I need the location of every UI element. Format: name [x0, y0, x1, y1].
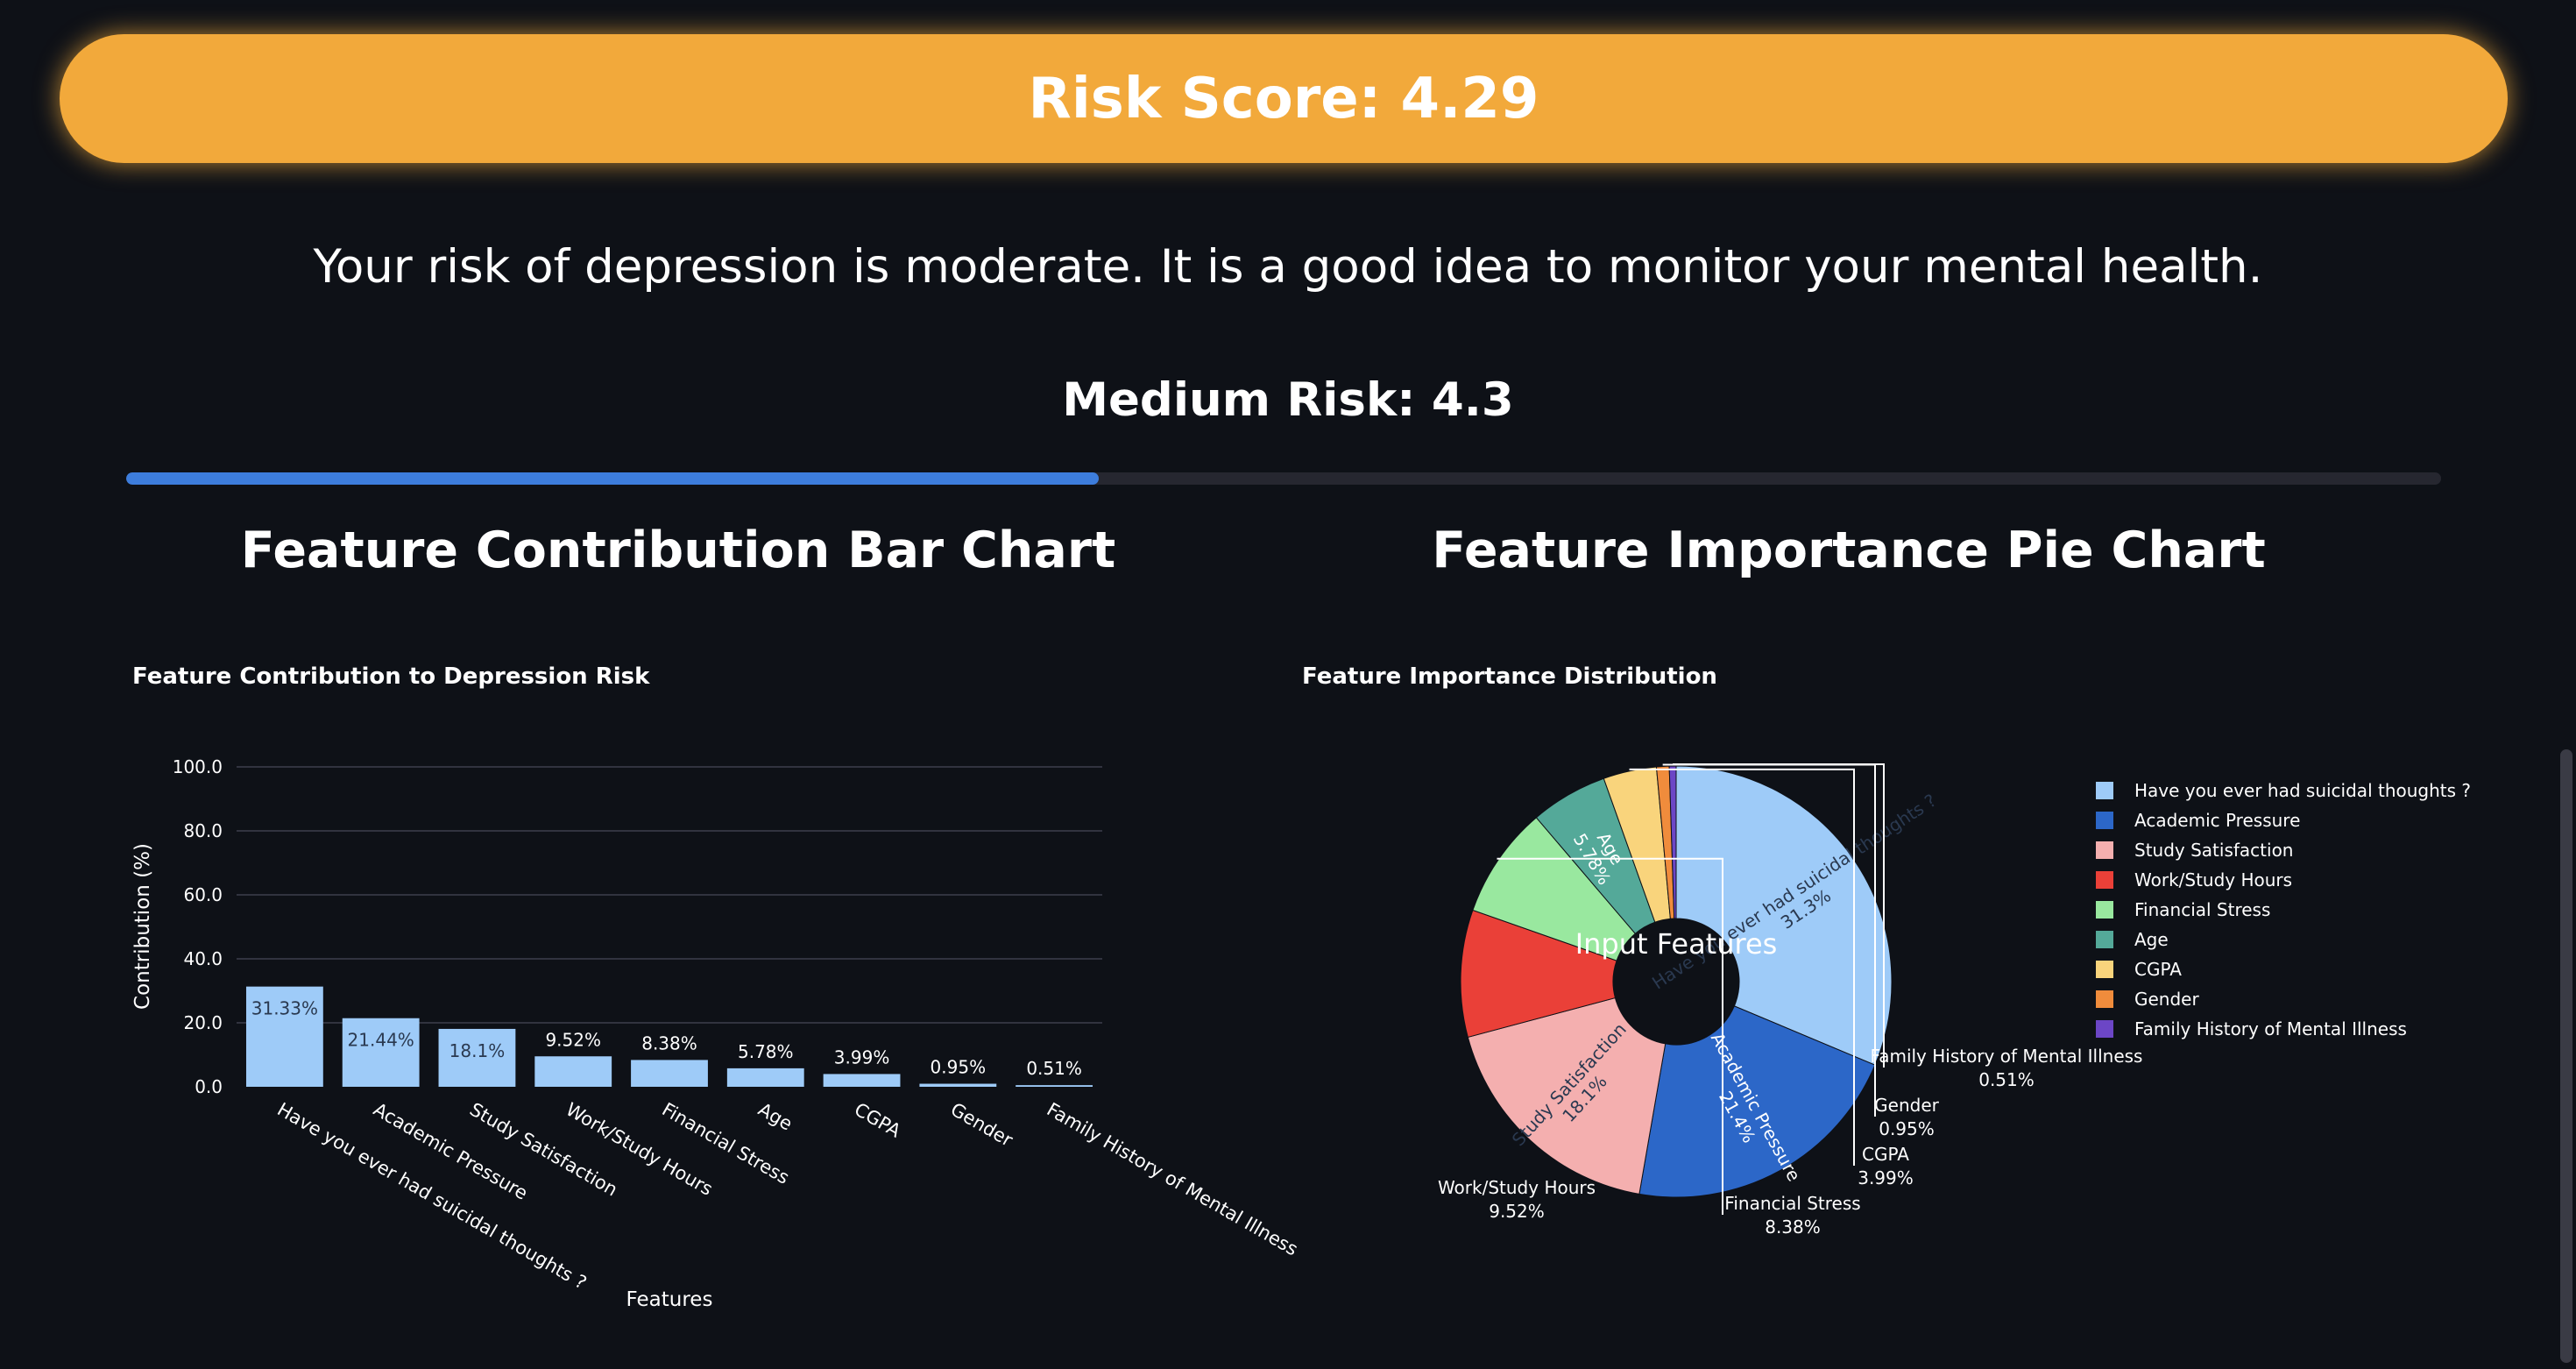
pie-outside-name-label: CGPA: [1862, 1144, 1909, 1165]
pie-slice-2: [1467, 997, 1667, 1195]
pie-legend-swatch-8: [2096, 1020, 2113, 1038]
bar-y-tick-label: 0.0: [195, 1076, 223, 1097]
bar-6: [823, 1074, 901, 1087]
pie-legend-swatch-4: [2096, 901, 2113, 919]
pie-outside-pct-label: 9.52%: [1489, 1201, 1545, 1222]
bar-data-label: 3.99%: [834, 1046, 890, 1068]
pie-chart-title: Feature Importance Distribution: [1302, 663, 1717, 690]
pie-legend-label: Study Satisfaction: [2134, 840, 2293, 861]
risk-progress-fill: [126, 472, 1099, 485]
pie-outside-name-label: Work/Study Hours: [1438, 1177, 1596, 1198]
pie-legend-label: Gender: [2134, 989, 2199, 1010]
pie-center-label: Input Features: [1575, 927, 1778, 961]
pie-legend-label: Work/Study Hours: [2134, 869, 2292, 890]
pie-legend-label: Academic Pressure: [2134, 810, 2300, 831]
bar-x-axis-label: Features: [626, 1288, 713, 1311]
pie-outside-name-label: Family History of Mental Illness: [1871, 1046, 2143, 1067]
bar-y-axis-label: Contribution (%): [131, 843, 154, 1010]
pie-outside-pct-label: 0.95%: [1879, 1118, 1935, 1139]
bar-data-label: 9.52%: [545, 1029, 601, 1050]
pie-legend-swatch-1: [2096, 812, 2113, 829]
pie-legend-label: Age: [2134, 929, 2169, 950]
pie-legend-swatch-2: [2096, 841, 2113, 859]
pie-chart-section-title: Feature Importance Pie Chart: [1432, 521, 2266, 579]
risk-level-label: Medium Risk: 4.3: [1062, 373, 1514, 427]
bar-data-label: 18.1%: [449, 1040, 506, 1061]
pie-legend-swatch-6: [2096, 961, 2113, 978]
page-scrollbar[interactable]: [2560, 749, 2572, 1363]
bar-data-label: 21.44%: [348, 1030, 414, 1051]
bar-data-label: 31.33%: [251, 998, 318, 1019]
bar-chart-section-title: Feature Contribution Bar Chart: [240, 521, 1116, 579]
bar-1: [342, 1018, 420, 1087]
pie-slice-3: [1460, 909, 1617, 1039]
pie-outside-name-label: Gender: [1874, 1095, 1939, 1116]
bar-y-tick-label: 20.0: [183, 1012, 223, 1033]
pie-legend-label: Have you ever had suicidal thoughts ?: [2134, 780, 2471, 801]
bar-y-tick-label: 40.0: [183, 948, 223, 969]
risk-score-text: Risk Score: 4.29: [1028, 66, 1539, 131]
pie-legend-swatch-7: [2096, 990, 2113, 1008]
pie-legend-label: Family History of Mental Illness: [2134, 1018, 2407, 1039]
bar-3: [534, 1056, 612, 1087]
risk-message: Your risk of depression is moderate. It …: [313, 240, 2263, 294]
risk-score-banner: Risk Score: 4.29: [60, 34, 2508, 163]
bar-y-tick-label: 60.0: [183, 884, 223, 905]
pie-outside-pct-label: 8.38%: [1765, 1216, 1821, 1238]
pie-leader-line: [1673, 763, 1885, 1068]
bar-2: [438, 1028, 516, 1087]
bar-4: [631, 1060, 708, 1087]
pie-leader-line: [1629, 768, 1855, 1166]
pie-legend-swatch-0: [2096, 782, 2113, 799]
bar-data-label: 5.78%: [738, 1041, 794, 1062]
pie-legend-label: CGPA: [2134, 959, 2182, 980]
pie-outside-name-label: Financial Stress: [1724, 1193, 1860, 1214]
bar-chart-title: Feature Contribution to Depression Risk: [132, 663, 650, 690]
pie-slice-8: [1668, 765, 1677, 919]
bar-7: [919, 1083, 997, 1087]
pie-slice-1: [1638, 1005, 1876, 1198]
pie-legend-swatch-5: [2096, 931, 2113, 948]
bar-data-label: 0.95%: [931, 1057, 987, 1078]
pie-leader-line: [1497, 857, 1723, 1215]
pie-legend-swatch-3: [2096, 871, 2113, 889]
bar-data-label: 0.51%: [1026, 1058, 1082, 1079]
bar-5: [726, 1068, 804, 1087]
pie-legend-label: Financial Stress: [2134, 899, 2270, 920]
bar-y-tick-label: 100.0: [173, 756, 223, 777]
bar-y-tick-label: 80.0: [183, 820, 223, 841]
bar-data-label: 8.38%: [641, 1032, 697, 1053]
pie-outside-pct-label: 0.51%: [1978, 1069, 2035, 1090]
bar-8: [1016, 1085, 1093, 1087]
risk-progress-bar: [126, 472, 2441, 485]
bar-0: [245, 986, 323, 1087]
pie-outside-pct-label: 3.99%: [1858, 1167, 1914, 1188]
